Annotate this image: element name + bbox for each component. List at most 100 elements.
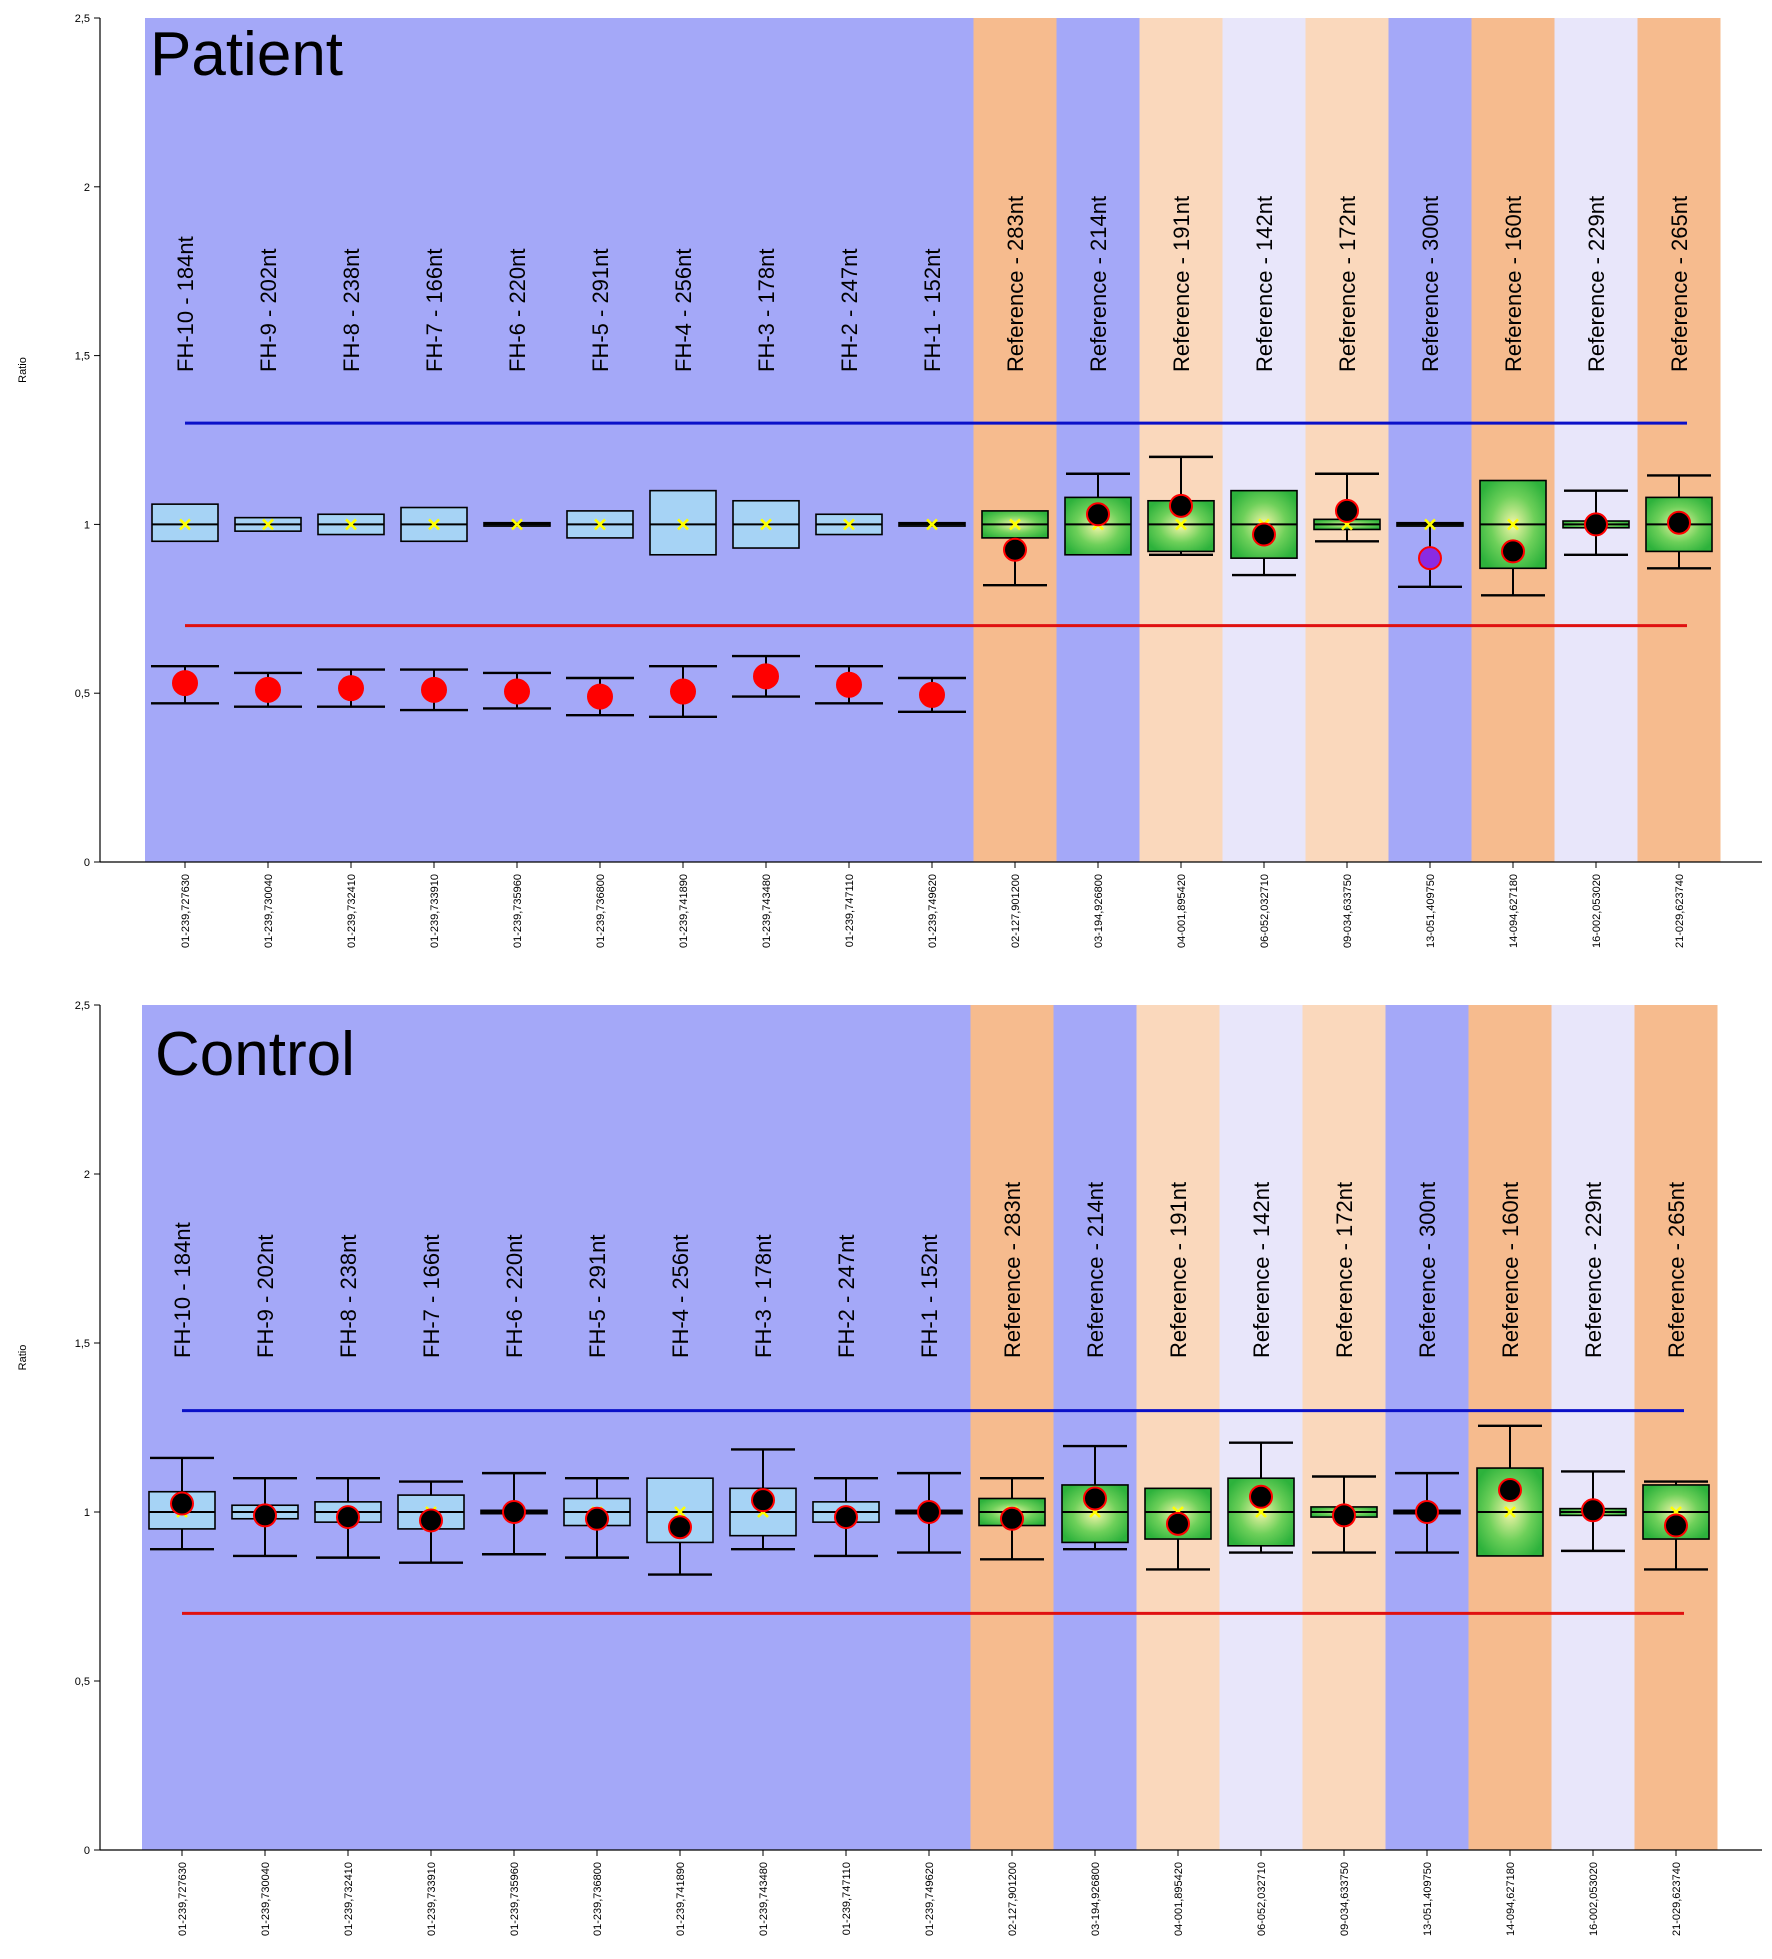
x-tick-label: 01-239,727630 [177,1862,189,1936]
panel-title: Control [155,1020,355,1089]
median-marker [843,518,855,531]
x-tick-label: 02-127,901200 [1010,874,1022,948]
median-marker [926,518,938,531]
sample-dot [1498,1478,1522,1503]
x-tick-label: 01-239,732410 [343,1862,355,1936]
y-tick-label: 2,5 [75,13,90,25]
x-tick-label: 01-239,736800 [592,1862,604,1936]
x-tick-label: 01-239,736800 [595,874,607,948]
sample-dot [834,1505,858,1530]
x-tick-label: 06-052,032710 [1259,874,1271,948]
sample-dot [172,670,198,697]
y-axis-label: Ratio [17,1345,29,1371]
reference-band [1551,1005,1635,1850]
reference-band [1305,18,1389,862]
reference-band [1385,1005,1469,1850]
probe-label: FH-8 - 238nt [336,1235,361,1359]
sample-dot [504,678,530,705]
sample-dot [419,1508,443,1533]
reference-band [1554,18,1638,862]
x-tick-label: 01-239,747110 [841,1862,853,1935]
fh-band [145,18,974,862]
x-tick-label: 09-034,633750 [1342,874,1354,948]
x-tick-label: 01-239,730040 [263,874,275,948]
probe-label: Reference - 214nt [1086,196,1111,372]
median-marker [1504,1506,1516,1518]
y-tick-label: 2 [84,182,90,194]
sample-dot [1166,1511,1190,1536]
reference-band [1634,1005,1718,1850]
y-tick-label: 1 [84,1507,90,1519]
x-tick-label: 21-029,623740 [1674,874,1686,948]
sample-dot [1252,522,1276,547]
x-tick-label: 04-001,895420 [1173,1862,1185,1936]
x-tick-label: 09-034,633750 [1339,1862,1351,1936]
sample-dot [1415,1500,1439,1524]
y-tick-label: 1 [84,519,90,531]
x-tick-label: 01-239,735960 [509,1862,521,1936]
median-marker [1424,518,1436,531]
probe-label: Reference - 172nt [1335,196,1360,372]
probe-label: Reference - 229nt [1581,1182,1606,1358]
probe-label: Reference - 283nt [1003,196,1028,372]
median-marker [1175,518,1187,531]
reference-band [1053,1005,1137,1850]
probe-label: Reference - 142nt [1252,196,1277,372]
sample-dot [587,683,613,710]
sample-dot [1083,1486,1107,1511]
median-marker [179,518,191,531]
x-tick-label: 03-194,926800 [1090,1862,1102,1936]
median-marker [1255,1506,1267,1518]
median-marker [262,518,274,531]
sample-dot [670,678,696,705]
x-tick-label: 21-029,623740 [1671,1862,1683,1936]
sample-dot [1584,512,1608,537]
probe-label: FH-4 - 256nt [668,1235,693,1359]
probe-label: FH-10 - 184nt [170,1222,195,1358]
panel-title: Patient [150,20,343,89]
x-tick-label: 04-001,895420 [1176,874,1188,948]
y-tick-label: 1,5 [75,1338,90,1350]
sample-dot [255,676,281,703]
probe-label: FH-1 - 152nt [917,1235,942,1359]
sample-dot [1501,539,1525,564]
probe-label: Reference - 160nt [1501,196,1526,372]
y-tick-label: 0 [84,1845,90,1857]
reference-band [973,18,1057,862]
probe-label: Reference - 283nt [1000,1182,1025,1358]
x-tick-label: 14-094,627180 [1505,1862,1517,1936]
probe-label: Reference - 265nt [1664,1182,1689,1358]
median-marker [760,518,772,531]
reference-band [1471,18,1555,862]
median-marker [428,518,440,531]
x-tick-label: 01-239,733910 [429,874,441,948]
probe-label: Reference - 300nt [1415,1182,1440,1358]
median-marker [345,518,357,531]
sample-dot [668,1515,692,1540]
probe-label: FH-2 - 247nt [834,1235,859,1359]
x-tick-label: 14-094,627180 [1508,874,1520,948]
median-marker [677,518,689,531]
median-marker [1009,518,1021,531]
y-tick-label: 0,5 [75,1676,90,1688]
sample-dot [1664,1513,1688,1538]
sample-dot [253,1503,277,1528]
x-tick-label: 01-239,743480 [758,1862,770,1936]
x-tick-label: 01-239,732410 [346,874,358,948]
reference-band [1388,18,1472,862]
median-marker [674,1506,686,1518]
probe-label: FH-9 - 202nt [256,249,281,373]
probe-label: FH-6 - 220nt [502,1235,527,1359]
fh-band [142,1005,971,1850]
x-tick-label: 01-239,730040 [260,1862,272,1936]
probe-label: FH-3 - 178nt [751,1235,776,1359]
probe-label: FH-7 - 166nt [419,1235,444,1359]
y-axis-label: Ratio [17,357,29,383]
x-tick-label: 01-239,749620 [927,874,939,948]
x-tick-label: 01-239,741890 [675,1862,687,1936]
probe-label: Reference - 300nt [1418,196,1443,372]
median-marker [594,518,606,531]
probe-label: FH-9 - 202nt [253,1235,278,1359]
reference-band [970,1005,1054,1850]
probe-label: Reference - 265nt [1667,196,1692,372]
